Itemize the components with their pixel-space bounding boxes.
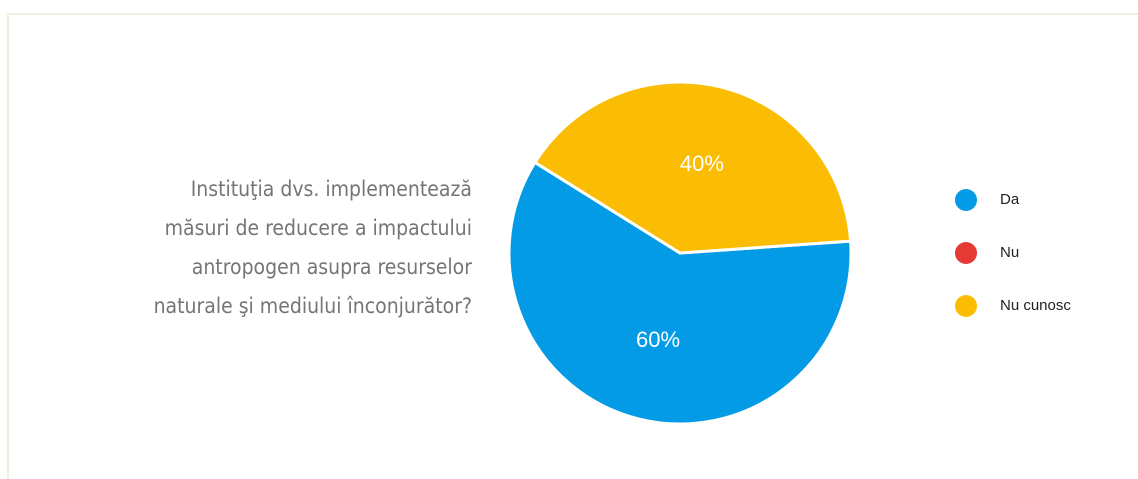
legend-label: Da: [1000, 191, 1020, 208]
chart-title: naturale şi mediului înconjurător?: [154, 294, 472, 318]
legend-swatch: [955, 295, 977, 317]
legend-label: Nu: [1000, 244, 1019, 261]
chart-title: antropogen asupra resurselor: [192, 255, 472, 279]
chart-title: măsuri de reducere a impactului: [165, 216, 472, 240]
slice-label: 40%: [680, 151, 724, 176]
legend-label: Nu cunosc: [1000, 297, 1071, 314]
pie-slice: [532, 80, 853, 255]
chart-title: Instituţia dvs. implementează: [191, 177, 472, 201]
slice-label: 60%: [636, 327, 680, 352]
legend-swatch: [955, 242, 977, 264]
legend-swatch: [955, 189, 977, 211]
pie-slice: [507, 160, 853, 426]
